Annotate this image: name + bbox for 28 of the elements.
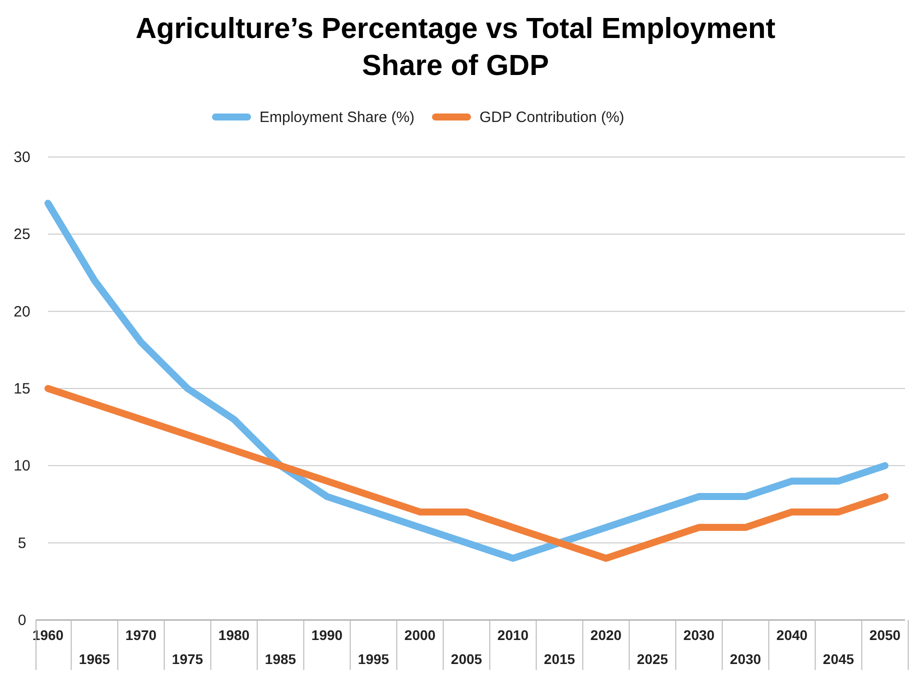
y-tick-label: 15 <box>14 380 30 398</box>
x-tick-label: 2000 <box>404 627 436 643</box>
x-tick-label: 2015 <box>544 651 576 667</box>
y-tick-label: 5 <box>18 534 26 552</box>
legend-label: GDP Contribution (%) <box>480 109 624 126</box>
x-tick-label: 1975 <box>172 651 204 667</box>
x-tick-label: 2040 <box>776 627 808 643</box>
x-tick-label: 1980 <box>218 627 250 643</box>
x-tick-label: 2025 <box>636 651 668 667</box>
y-tick-label: 30 <box>14 149 30 166</box>
chart-title: Agriculture’s Percentage vs Total Employment Share of GDP <box>136 13 776 82</box>
x-tick-label: 1995 <box>358 651 390 667</box>
x-tick-label: 2010 <box>497 627 529 643</box>
x-tick-label: 1990 <box>311 627 343 643</box>
x-tick-label: 2020 <box>590 627 622 643</box>
y-tick-label: 10 <box>14 458 30 475</box>
x-tick-label: 2050 <box>869 627 901 643</box>
x-tick-label: 2045 <box>822 651 854 667</box>
x-tick-label: 2005 <box>450 651 482 667</box>
x-tick-label: 2030 <box>683 627 715 643</box>
x-tick-label: 1985 <box>264 651 296 667</box>
legend-label: Employment Share (%) <box>260 109 415 126</box>
y-tick-label: 0 <box>18 612 26 629</box>
x-tick-label: 1970 <box>125 627 157 643</box>
y-tick-label: 20 <box>14 303 30 320</box>
y-tick-label: 25 <box>14 226 30 244</box>
x-tick-label: 1965 <box>78 651 110 667</box>
x-tick-label: 2030 <box>730 651 762 667</box>
